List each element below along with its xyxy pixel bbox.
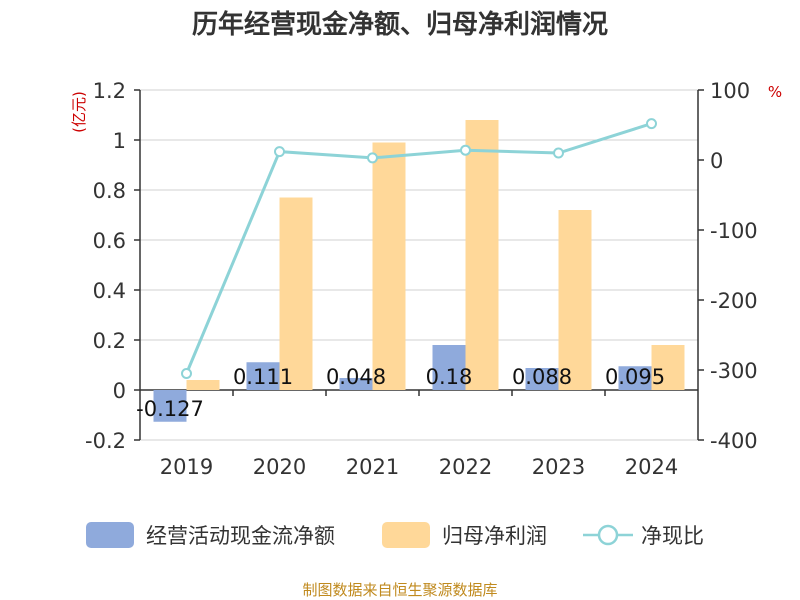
- source-note: 制图数据来自恒生聚源数据库: [302, 581, 497, 599]
- ratio-point: [367, 152, 378, 164]
- right-tick-label: -400: [710, 429, 758, 453]
- bar-netprofit: [372, 142, 406, 390]
- category-label: 2024: [625, 455, 678, 479]
- data-label-cashflow: 0.111: [233, 365, 293, 389]
- legend-label-ratio: 净现比: [641, 524, 704, 548]
- legend-item-cashflow[interactable]: 经营活动现金流净额: [86, 522, 335, 548]
- chart-title: 历年经营现金净额、归母净利润情况: [192, 9, 608, 40]
- legend-swatch-netprofit: [382, 522, 430, 548]
- ratio-line-path: [185, 122, 652, 375]
- bar-cashflow: [153, 390, 187, 422]
- left-tick-label: 1.2: [93, 79, 126, 103]
- right-axis-unit: %: [768, 83, 782, 101]
- bar-netprofit: [186, 380, 220, 390]
- bar-cashflow: [246, 362, 280, 390]
- left-tick-label: 0.8: [93, 179, 126, 203]
- right-tick-label: -100: [710, 219, 758, 243]
- category-label: 2019: [160, 455, 213, 479]
- legend-marker-ratio: [597, 524, 619, 546]
- bar-cashflow: [525, 368, 559, 390]
- right-tick-label: -200: [710, 289, 758, 313]
- bar-netprofit: [279, 197, 313, 390]
- legend-label-netprofit: 归母净利润: [442, 524, 547, 548]
- category-label: 2021: [346, 455, 399, 479]
- data-label-cashflow: 0.18: [426, 365, 473, 389]
- right-tick-label: 0: [710, 149, 723, 173]
- bar-netprofit: [465, 120, 499, 390]
- ratio-line: [181, 118, 657, 379]
- left-tick-label: -0.2: [85, 429, 126, 453]
- data-label-cashflow: 0.048: [326, 365, 386, 389]
- legend: 经营活动现金流净额 归母净利润 净现比: [86, 522, 704, 548]
- bar-cashflow: [339, 378, 373, 390]
- right-tick-label: 100: [710, 79, 750, 103]
- ratio-point: [553, 147, 564, 159]
- bar-netprofit: [651, 345, 685, 390]
- right-tick-label: -300: [710, 359, 758, 383]
- legend-item-ratio[interactable]: 净现比: [583, 524, 704, 548]
- ratio-point: [646, 118, 657, 130]
- legend-swatch-cashflow: [86, 522, 134, 548]
- bar-netprofit: [558, 210, 592, 390]
- left-tick-label: 0.2: [93, 329, 126, 353]
- ratio-point: [460, 144, 471, 156]
- bars: [153, 120, 685, 422]
- legend-label-cashflow: 经营活动现金流净额: [146, 524, 335, 548]
- ratio-point: [181, 368, 192, 379]
- left-tick-label: 1: [113, 129, 126, 153]
- category-label: 2020: [253, 455, 306, 479]
- bar-cashflow: [432, 345, 466, 390]
- category-label: 2022: [439, 455, 492, 479]
- ratio-point: [274, 146, 285, 158]
- left-axis-unit: (亿元): [70, 91, 88, 133]
- data-labels: -0.127 0.111 0.048 0.18 0.088 0.095: [136, 365, 665, 421]
- category-label: 2023: [532, 455, 585, 479]
- left-tick-label: 0: [113, 379, 126, 403]
- data-label-cashflow: 0.088: [512, 365, 572, 389]
- bar-cashflow: [618, 366, 652, 390]
- left-tick-label: 0.6: [93, 229, 126, 253]
- left-tick-label: 0.4: [93, 279, 126, 303]
- data-label-cashflow: -0.127: [136, 397, 204, 421]
- data-label-cashflow: 0.095: [605, 365, 665, 389]
- legend-item-netprofit[interactable]: 归母净利润: [382, 522, 547, 548]
- axes: -0.2 0 0.2 0.4 0.6 0.8 1 1.2 -400 -300 -200 -100 0 10…: [85, 79, 758, 479]
